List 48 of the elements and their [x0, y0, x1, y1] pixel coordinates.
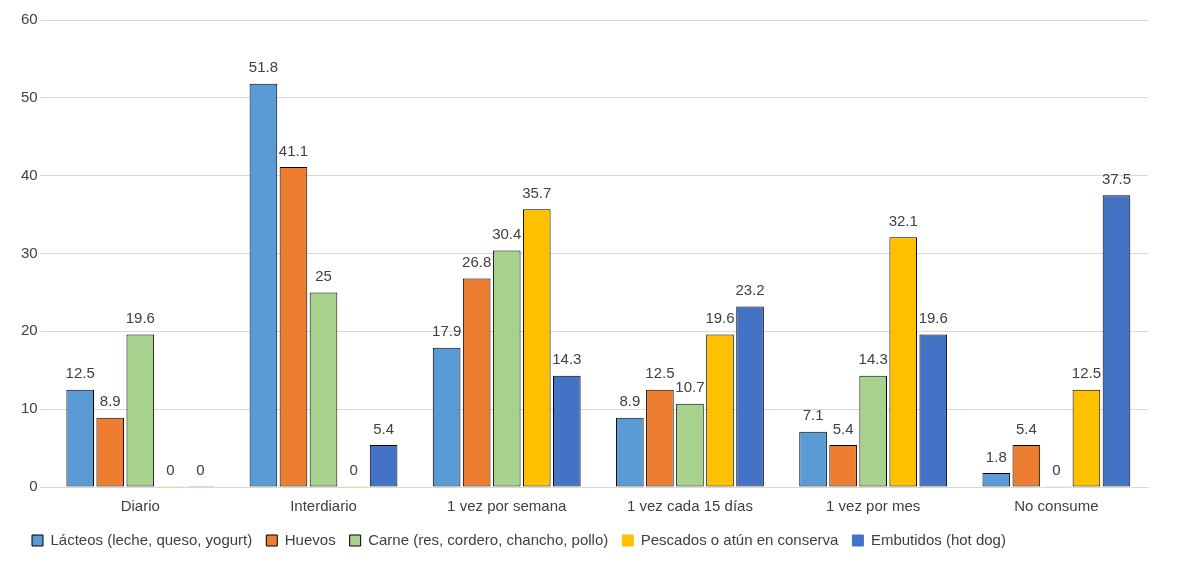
y-tick-label: 40 — [21, 165, 38, 183]
data-label: 12.5 — [1071, 364, 1102, 382]
data-label: 35.7 — [522, 183, 552, 201]
x-tick-label: No consume — [1014, 497, 1099, 515]
y-tick-label: 10 — [21, 399, 38, 417]
data-label: 19.6 — [125, 309, 155, 327]
data-label: 5.4 — [373, 419, 395, 437]
data-label: 0 — [196, 460, 205, 478]
y-tick-label: 0 — [29, 477, 38, 495]
data-label: 12.5 — [65, 364, 95, 382]
legend-label: Lácteos (leche, queso, yogurt) — [50, 530, 253, 548]
data-label: 0 — [1052, 460, 1061, 478]
data-label: 0 — [349, 460, 358, 478]
data-label: 12.5 — [645, 364, 675, 382]
x-tick-label: 1 vez por semana — [447, 497, 567, 515]
data-label: 41.1 — [278, 141, 309, 159]
data-label: 19.6 — [705, 309, 735, 327]
legend-label: Carne (res, cordero, chancho, pollo) — [368, 530, 609, 548]
data-label: 8.9 — [619, 392, 641, 410]
x-tick-label: Interdiario — [290, 497, 357, 515]
data-label: 32.1 — [888, 211, 918, 229]
data-label: 19.6 — [918, 309, 948, 327]
x-tick-label: 1 vez por mes — [826, 497, 921, 515]
data-label: 14.3 — [858, 350, 888, 368]
y-tick-label: 30 — [21, 243, 38, 261]
y-tick-label: 60 — [21, 10, 38, 28]
legend-label: Embutidos (hot dog) — [870, 530, 1006, 548]
data-label: 25 — [315, 267, 332, 285]
data-label: 26.8 — [462, 253, 492, 271]
data-label: 7.1 — [802, 406, 824, 424]
y-tick-label: 20 — [21, 321, 38, 339]
data-label: 5.4 — [832, 419, 854, 437]
data-label: 14.3 — [552, 350, 582, 368]
x-tick-label: 1 vez cada 15 días — [626, 497, 753, 515]
data-label: 51.8 — [248, 58, 279, 76]
data-label: 10.7 — [675, 378, 705, 396]
data-label: 1.8 — [985, 447, 1007, 465]
data-label: 30.4 — [492, 225, 522, 243]
data-label: 23.2 — [735, 281, 765, 299]
legend-label: Huevos — [284, 530, 336, 548]
legend-label: Pescados o atún en conserva — [640, 530, 840, 548]
data-label: 37.5 — [1101, 169, 1132, 187]
data-label: 0 — [166, 460, 175, 478]
data-label: 8.9 — [99, 392, 121, 410]
data-label: 5.4 — [1015, 419, 1037, 437]
data-label: 17.9 — [432, 322, 462, 340]
x-tick-label: Diario — [120, 497, 160, 515]
y-tick-label: 50 — [21, 87, 38, 105]
